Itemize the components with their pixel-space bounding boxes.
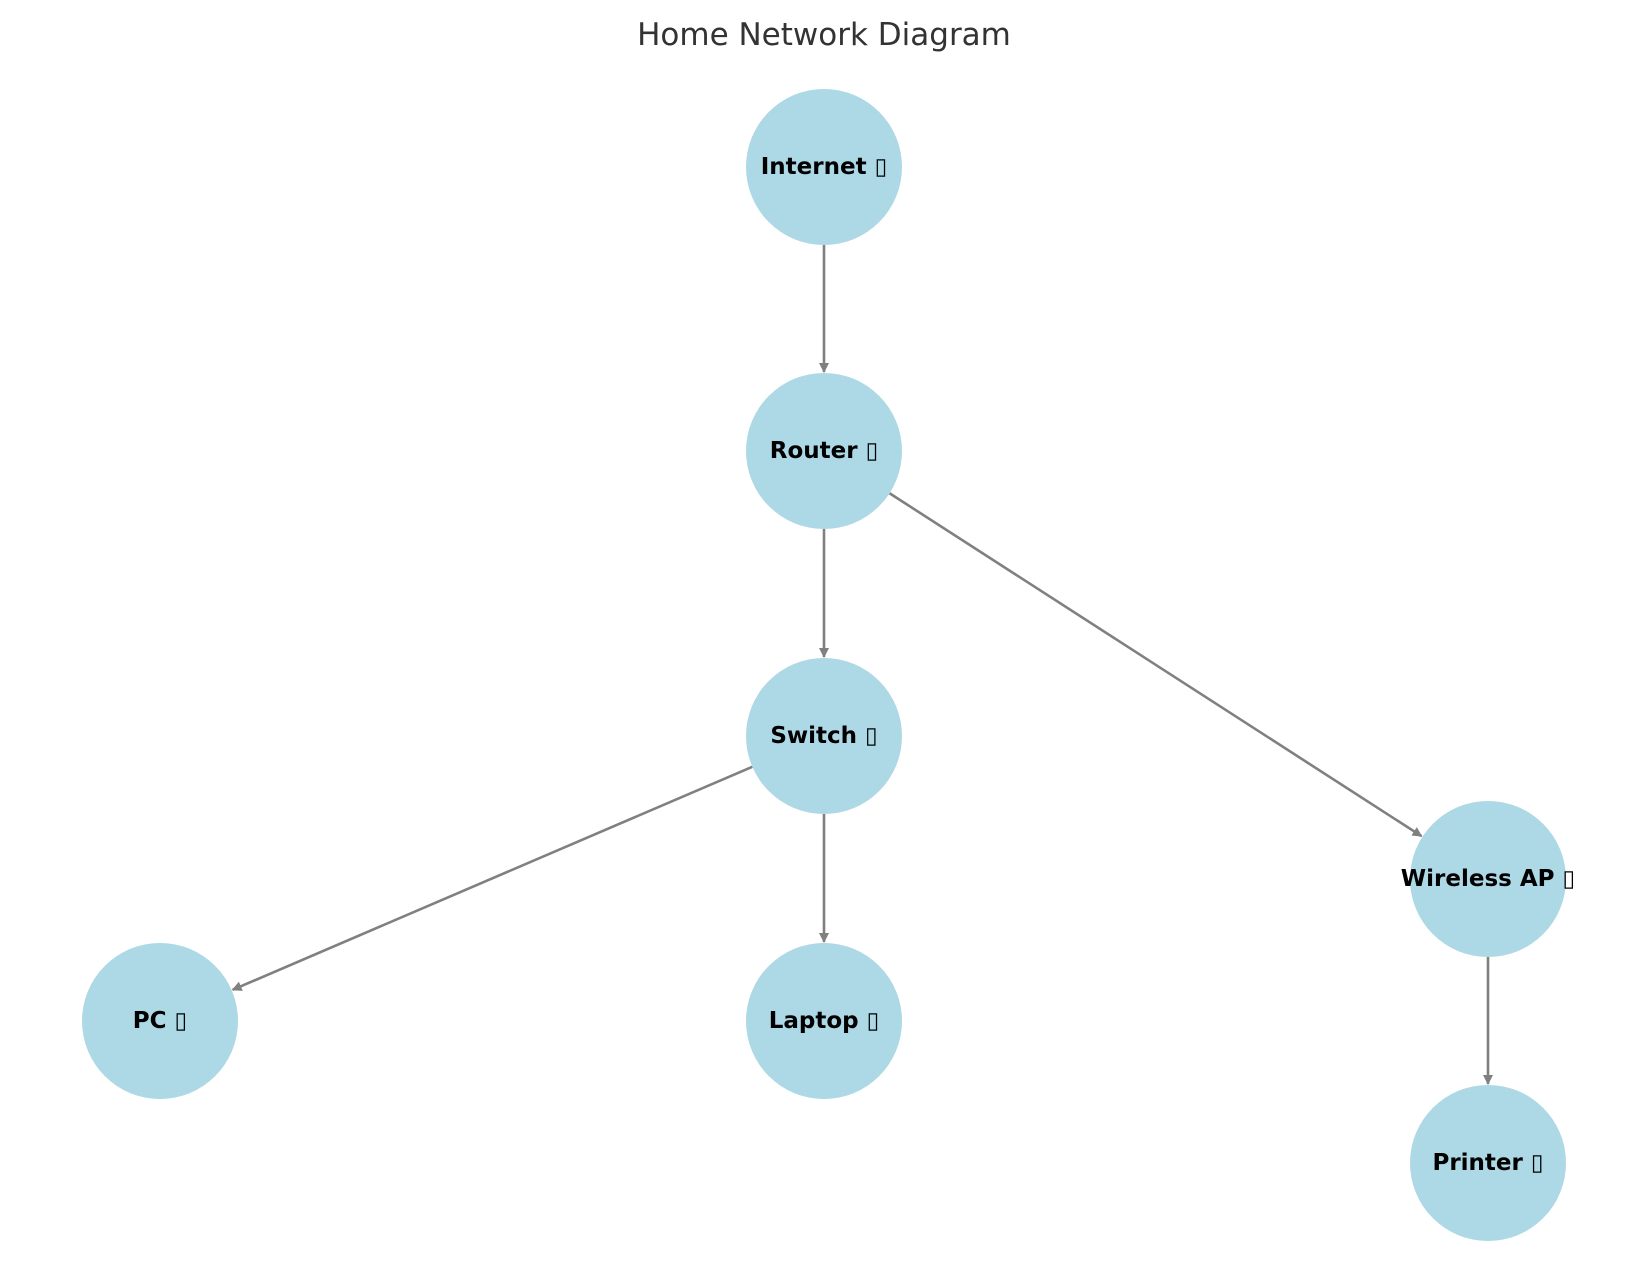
node-label: Laptop ▯ — [769, 1008, 880, 1034]
node-laptop: Laptop ▯ — [746, 943, 902, 1099]
node-circle — [746, 658, 902, 814]
node-printer: Printer ▯ — [1410, 1085, 1566, 1241]
node-switch: Switch ▯ — [746, 658, 902, 814]
node-circle — [1410, 801, 1566, 957]
node-label: Switch ▯ — [770, 723, 877, 749]
node-circle — [1410, 1085, 1566, 1241]
node-wireless-ap: Wireless AP ▯ — [1401, 801, 1575, 957]
node-circle — [746, 943, 902, 1099]
node-internet: Internet ▯ — [746, 89, 902, 245]
nodes-layer: Internet ▯ Router ▯ Switch ▯ Wireless AP ▯ P… — [82, 89, 1575, 1241]
node-label: Internet ▯ — [761, 154, 888, 180]
node-pc: PC ▯ — [82, 943, 238, 1099]
diagram-title: Home Network Diagram — [637, 17, 1011, 53]
node-label: Router ▯ — [770, 438, 879, 464]
edge-router-to-wireless_ap — [888, 492, 1423, 838]
node-circle — [746, 373, 902, 529]
node-router: Router ▯ — [746, 373, 902, 529]
edges-layer — [231, 245, 1493, 1085]
node-circle — [82, 943, 238, 1099]
node-label: Printer ▯ — [1432, 1150, 1543, 1176]
edge-switch-to-pc — [231, 765, 753, 992]
node-label: PC ▯ — [133, 1008, 187, 1034]
node-circle — [746, 89, 902, 245]
node-label: Wireless AP ▯ — [1401, 866, 1575, 892]
